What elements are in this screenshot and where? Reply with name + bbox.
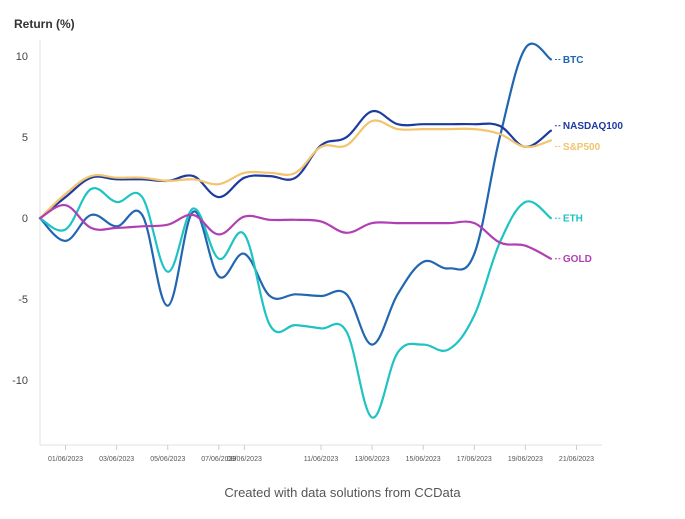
series-label-s-p500: S&P500 [563,142,601,153]
y-tick-label: 0 [22,213,28,225]
series-label-gold: GOLD [563,254,592,265]
series-label-btc: BTC [563,55,584,66]
y-tick-label: 5 [22,132,28,144]
series-label-eth: ETH [563,214,583,225]
x-tick-label: 11/06/2023 [304,456,339,463]
x-tick-label: 08/06/2023 [227,456,262,463]
chart-title: Return (%) [14,17,75,31]
x-tick-label: 21/06/2023 [559,456,594,463]
series-line-eth [38,187,552,419]
series-line-gold [38,204,552,260]
chart-footer: Created with data solutions from CCData [224,485,461,500]
x-tick-label: 03/06/2023 [99,456,134,463]
x-tick-label: 05/06/2023 [150,456,185,463]
x-tick-label: 13/06/2023 [355,456,390,463]
series-lines [38,42,552,419]
series-line-s-p500 [38,119,552,220]
y-tick-label: -5 [18,294,28,306]
axes: 10 5 0 -5 -10 01/06/2023 03/06/2023 05/06/2023 0… [12,40,602,463]
x-tick-label: 19/06/2023 [508,456,543,463]
y-tick-label: 10 [16,51,28,63]
series-line-nasdaq100 [38,109,552,220]
x-tick-label: 01/06/2023 [48,456,83,463]
y-tick-label: -10 [12,375,28,387]
x-tick-label: 15/06/2023 [406,456,441,463]
series-line-btc [38,42,552,346]
x-tick-label: 17/06/2023 [457,456,492,463]
series-labels: BTC NASDAQ100 S&P500 ETH GOLD [554,55,623,265]
series-label-nasdaq100: NASDAQ100 [563,121,623,132]
x-tick-label: 07/06/2023 [201,456,236,463]
